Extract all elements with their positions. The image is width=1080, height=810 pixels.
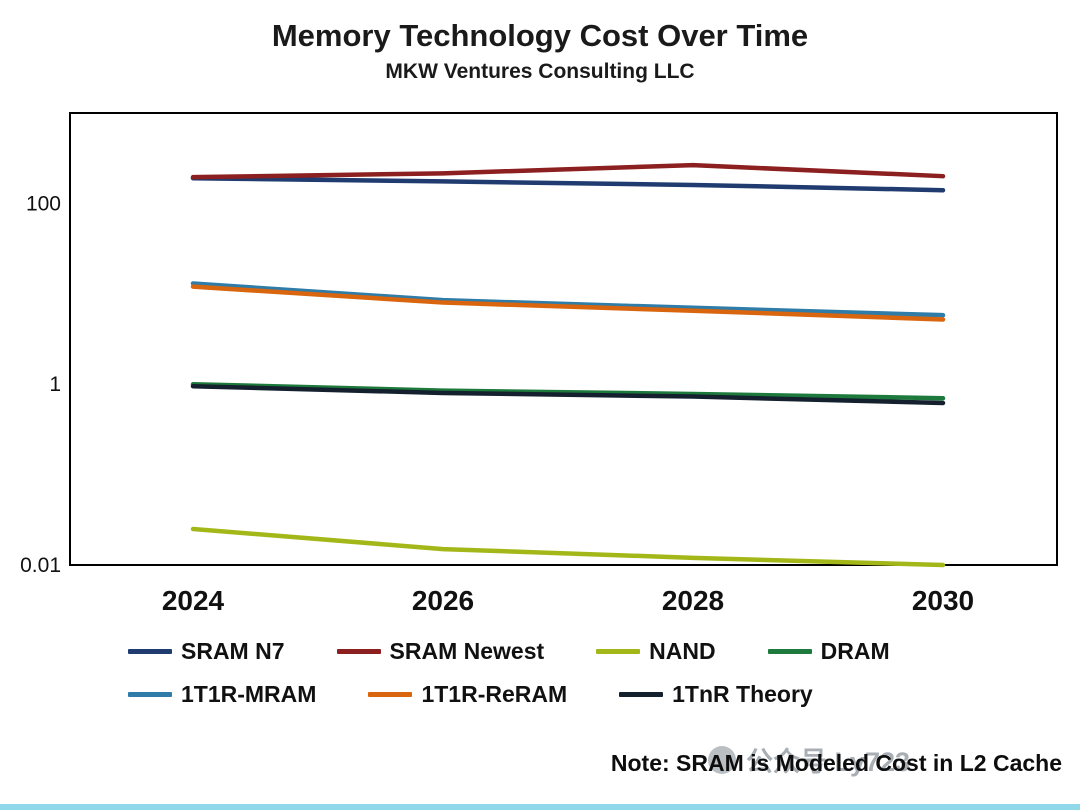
legend-label: 1T1R-ReRAM [421,681,568,707]
series-line-1t1r-reram [190,284,946,322]
series-line-sram-newest [190,162,946,180]
x-tick-label: 2028 [662,585,724,616]
legend-row: 1T1R-MRAM 1T1R-ReRAM 1TnR Theory [128,681,978,708]
legend-item-1tnr-theory: 1TnR Theory [619,681,813,708]
x-tick-label: 2030 [912,585,974,616]
x-tick-label: 2026 [412,585,474,616]
legend-row: SRAM N7 SRAM Newest NAND DRAM [128,638,978,665]
legend-label: 1TnR Theory [672,681,813,707]
legend-item-1t1r-mram: 1T1R-MRAM [128,681,316,708]
legend-label: DRAM [820,638,890,664]
legend-label: SRAM N7 [181,638,285,664]
watermark: 公众号 Ly723 [708,740,910,779]
legend-item-sram-n7: SRAM N7 [128,638,285,665]
y-tick-label: 100 [26,192,61,215]
legend-label: 1T1R-MRAM [181,681,317,707]
legend-label: SRAM Newest [389,638,545,664]
legend-swatch [128,692,172,697]
series-line-1t1r-mram [190,281,946,318]
bottom-accent-bar [0,804,1080,810]
legend-swatch [596,649,641,654]
series-line-nand [190,526,946,568]
series-line-sram-n7 [190,175,946,193]
legend-item-nand: NAND [596,638,716,665]
y-tick-label: 1 [49,373,61,396]
series-line-1tnr-theory [190,383,946,406]
watermark-logo-icon [708,745,736,774]
legend-swatch [767,649,812,654]
legend-swatch [368,692,413,697]
chart-title: Memory Technology Cost Over Time [271,18,809,53]
legend-swatch [336,649,381,654]
legend-label: NAND [649,638,716,664]
note-text: Note: SRAM is Modeled Cost in L2 Cache [610,750,1062,776]
legend-item-1t1r-reram: 1T1R-ReRAM [368,681,567,708]
chart-legend: SRAM N7 SRAM Newest NAND DRAM 1T1R-MRAM 1T1R-… [128,638,978,708]
legend-swatch [128,649,172,654]
y-tick-label: 0.01 [20,554,61,577]
x-tick-label: 2024 [162,585,225,616]
plot-area [69,112,1058,566]
legend-swatch [619,692,664,697]
chart-subtitle: MKW Ventures Consulting LLC [385,60,695,83]
legend-item-sram-newest: SRAM Newest [336,638,545,665]
watermark-text: 公众号 Ly723 [746,747,911,777]
legend-item-dram: DRAM [767,638,890,665]
